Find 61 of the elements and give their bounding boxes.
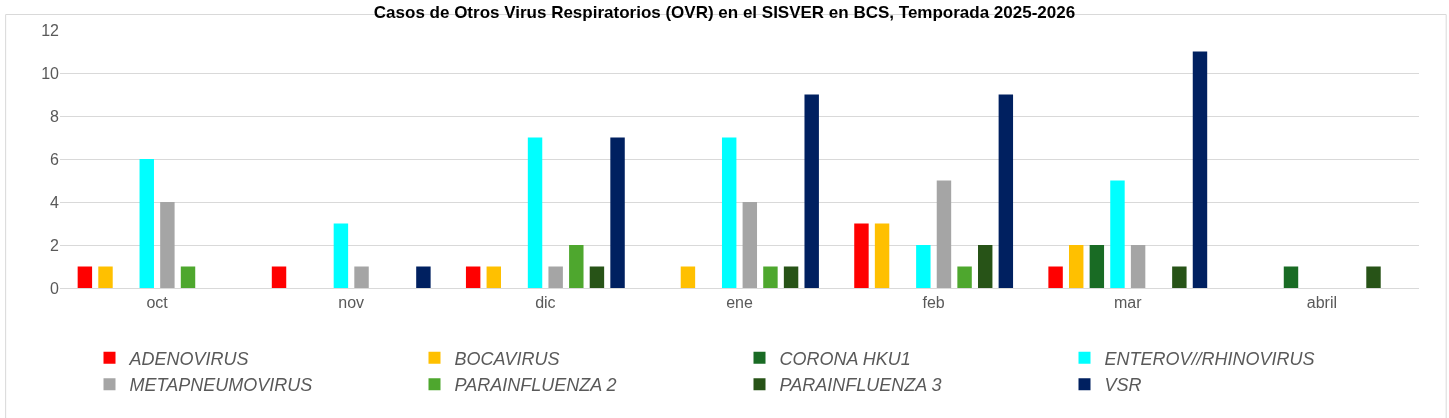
- y-tick-label: 2: [50, 236, 60, 254]
- bar: [354, 266, 369, 288]
- bar: [160, 202, 175, 288]
- chart-title: Casos de Otros Virus Respiratorios (OVR) en el SISVER en BCS, Temporada 2025-2026: [373, 3, 1076, 23]
- bar: [77, 266, 93, 288]
- x-tick-label: mar: [1114, 294, 1143, 312]
- y-tick-label: 6: [50, 150, 60, 168]
- bar: [465, 266, 481, 288]
- bar: [527, 137, 543, 288]
- bar: [854, 223, 869, 288]
- legend-label: ADENOVIRUS: [128, 348, 249, 369]
- bar: [742, 202, 758, 288]
- x-tick-label: oct: [146, 294, 169, 312]
- legend-label: PARAINFLUENZA 2: [454, 375, 617, 396]
- y-tick-label: 10: [41, 64, 60, 82]
- bar: [610, 137, 625, 288]
- bar: [1069, 245, 1084, 288]
- bar: [589, 266, 605, 288]
- bar: [957, 266, 972, 288]
- legend-label: ENTEROV//RHINOVIRUS: [1104, 348, 1315, 369]
- bar: [763, 266, 778, 288]
- x-tick-label: abril: [1306, 294, 1338, 312]
- bar: [1172, 266, 1187, 288]
- bar: [98, 266, 113, 288]
- bar: [1110, 180, 1125, 288]
- legend-label: PARAINFLUENZA 3: [779, 375, 942, 396]
- bar: [271, 266, 287, 288]
- bar: [139, 159, 154, 288]
- bar: [180, 266, 196, 288]
- bar: [804, 94, 819, 288]
- x-tick-label: feb: [922, 294, 945, 312]
- bar: [874, 223, 890, 288]
- y-tick-label: 0: [50, 279, 60, 297]
- bar: [569, 245, 584, 288]
- y-tick-label: 4: [50, 193, 60, 211]
- bar: [721, 137, 737, 288]
- bar: [977, 245, 993, 288]
- bar: [1283, 266, 1299, 288]
- x-tick-label: ene: [726, 294, 753, 312]
- bar: [783, 266, 799, 288]
- legend-label: VSR: [1104, 375, 1142, 396]
- legend-label: METAPNEUMOVIRUS: [129, 375, 313, 396]
- bar: [936, 180, 952, 288]
- bar: [680, 266, 696, 288]
- bar: [333, 223, 349, 288]
- x-tick-label: nov: [338, 294, 365, 312]
- bar: [1366, 266, 1381, 288]
- bar: [486, 266, 502, 288]
- bar: [1089, 245, 1105, 288]
- x-tick-label: dic: [535, 294, 556, 312]
- bar: [998, 94, 1014, 288]
- legend-label: BOCAVIRUS: [454, 348, 560, 369]
- bar: [416, 266, 431, 288]
- bar: [916, 245, 931, 288]
- y-tick-label: 8: [50, 107, 60, 125]
- bar: [1048, 266, 1063, 288]
- bar: [548, 266, 563, 288]
- legend-label: CORONA HKU1: [779, 348, 911, 369]
- y-tick-label: 12: [41, 21, 60, 39]
- bar: [1192, 51, 1208, 288]
- bar: [1130, 245, 1146, 288]
